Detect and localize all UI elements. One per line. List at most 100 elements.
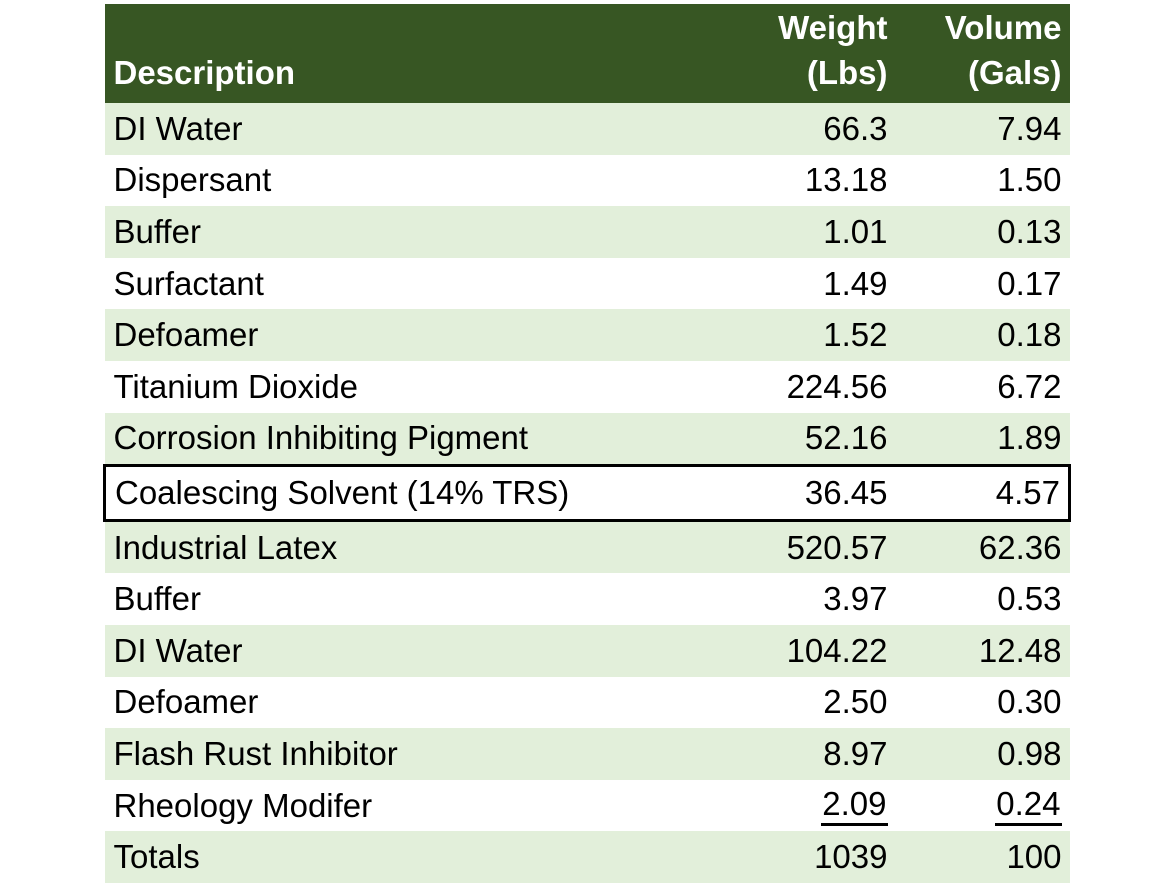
weight-value: 224.56 <box>786 367 888 405</box>
weight-value: 36.45 <box>804 473 888 511</box>
cell-description: DI Water <box>104 624 653 677</box>
cell-weight: 36.45 <box>652 464 896 522</box>
column-header-volume: Volume (Gals) <box>895 4 1070 103</box>
volume-value: 62.36 <box>978 528 1062 566</box>
cell-volume: 6.72 <box>896 361 1070 413</box>
description-value: Defoamer <box>113 683 259 721</box>
table-row: Titanium Dioxide 224.56 6.72 <box>105 361 1070 413</box>
weight-value: 1039 <box>814 838 888 876</box>
cell-volume: 1.89 <box>895 412 1070 466</box>
weight-value: 104.22 <box>786 631 888 669</box>
cell-description: Industrial Latex <box>104 520 653 574</box>
weight-value: 1.52 <box>823 316 888 354</box>
cell-weight: 1.49 <box>653 258 896 310</box>
weight-value: 3.97 <box>823 580 888 618</box>
cell-volume: 62.36 <box>895 520 1070 574</box>
table-row: Surfactant 1.49 0.17 <box>105 258 1070 310</box>
header-row: Description Weight (Lbs) Volume (Gals) <box>104 4 1070 103</box>
column-header-volume-label-line2: (Gals) <box>967 54 1062 91</box>
cell-description: Defoamer <box>105 677 653 729</box>
weight-value: 52.16 <box>804 419 888 457</box>
description-value: Totals <box>113 838 200 876</box>
cell-description: Rheology Modifer <box>105 780 653 832</box>
table-row: Corrosion Inhibiting Pigment 52.16 1.89 <box>104 412 1070 466</box>
cell-description: DI Water <box>104 103 653 155</box>
volume-value: 0.98 <box>997 734 1062 772</box>
description-value: Flash Rust Inhibitor <box>113 734 398 772</box>
cell-description: Totals <box>104 831 653 883</box>
table-row: Dispersant 13.18 1.50 <box>105 155 1070 207</box>
description-value: Surfactant <box>113 264 264 302</box>
weight-value: 8.97 <box>823 734 888 772</box>
volume-value: 100 <box>1006 838 1062 876</box>
cell-volume: 0.13 <box>895 206 1070 258</box>
cell-description: Titanium Dioxide <box>105 361 653 413</box>
cell-volume: 0.17 <box>896 258 1070 310</box>
table-row: Industrial Latex 520.57 62.36 <box>104 520 1070 574</box>
cell-weight: 520.57 <box>652 520 896 574</box>
weight-value: 13.18 <box>804 161 888 199</box>
volume-value: 0.13 <box>997 212 1062 250</box>
volume-value: 1.50 <box>997 161 1062 199</box>
column-header-description: Description <box>104 4 653 103</box>
cell-description: Defoamer <box>104 309 653 361</box>
cell-volume: 7.94 <box>895 103 1070 155</box>
formulation-table: Description Weight (Lbs) Volume (Gals) D… <box>103 4 1071 883</box>
description-value: Titanium Dioxide <box>113 367 359 405</box>
cell-volume: 1.50 <box>896 155 1070 207</box>
description-value: Industrial Latex <box>113 528 338 566</box>
weight-value: 1.49 <box>823 264 888 302</box>
volume-value: 0.53 <box>997 580 1062 618</box>
volume-value: 6.72 <box>997 367 1062 405</box>
cell-description: Buffer <box>105 573 653 625</box>
volume-value: 1.89 <box>997 419 1062 457</box>
description-value: Buffer <box>113 212 201 250</box>
formulation-table-container: Description Weight (Lbs) Volume (Gals) D… <box>103 4 1071 883</box>
volume-value: 0.18 <box>997 316 1062 354</box>
cell-volume: 0.24 <box>896 780 1070 832</box>
cell-description: Coalescing Solvent (14% TRS) <box>103 464 653 522</box>
volume-value: 7.94 <box>997 109 1062 147</box>
cell-weight: 66.3 <box>652 103 896 155</box>
cell-weight: 1.52 <box>652 309 896 361</box>
table-row: Flash Rust Inhibitor 8.97 0.98 <box>104 728 1070 780</box>
cell-volume: 4.57 <box>895 464 1071 522</box>
table-row: Buffer 3.97 0.53 <box>105 573 1070 625</box>
cell-description: Buffer <box>104 206 653 258</box>
volume-value: 12.48 <box>978 631 1062 669</box>
column-header-volume-label-line1: Volume <box>944 9 1062 46</box>
cell-weight: 224.56 <box>653 361 896 413</box>
weight-value: 520.57 <box>786 528 888 566</box>
table-row: DI Water 104.22 12.48 <box>104 624 1070 677</box>
description-value: DI Water <box>113 631 243 669</box>
column-header-description-label: Description <box>113 54 296 91</box>
cell-description: Corrosion Inhibiting Pigment <box>104 412 653 466</box>
description-value: Corrosion Inhibiting Pigment <box>113 419 529 457</box>
cell-volume: 0.98 <box>895 728 1070 780</box>
cell-volume: 0.53 <box>896 573 1070 625</box>
cell-volume: 0.18 <box>895 309 1070 361</box>
description-value: Dispersant <box>113 161 272 199</box>
table-row: Buffer 1.01 0.13 <box>104 206 1070 258</box>
cell-description: Flash Rust Inhibitor <box>104 728 653 780</box>
cell-description: Surfactant <box>105 258 653 310</box>
column-header-weight-label-line1: Weight <box>778 9 888 46</box>
weight-value: 2.09 <box>821 785 888 827</box>
table-row-outlined: Coalescing Solvent (14% TRS) 36.45 4.57 <box>103 464 1071 522</box>
description-value: Defoamer <box>113 316 259 354</box>
volume-value: 0.24 <box>995 785 1062 827</box>
description-value: Rheology Modifer <box>113 786 373 824</box>
volume-value: 0.17 <box>997 264 1062 302</box>
table-row: Defoamer 2.50 0.30 <box>105 677 1070 729</box>
weight-value: 2.50 <box>823 683 888 721</box>
cell-volume: 0.30 <box>896 677 1070 729</box>
cell-weight: 3.97 <box>653 573 896 625</box>
table-row: DI Water 66.3 7.94 <box>104 103 1070 155</box>
cell-weight: 8.97 <box>652 728 896 780</box>
cell-volume: 100 <box>895 831 1070 883</box>
cell-weight: 52.16 <box>652 412 896 466</box>
description-value: DI Water <box>113 109 243 147</box>
cell-weight: 2.09 <box>653 780 896 832</box>
weight-value: 1.01 <box>823 212 888 250</box>
